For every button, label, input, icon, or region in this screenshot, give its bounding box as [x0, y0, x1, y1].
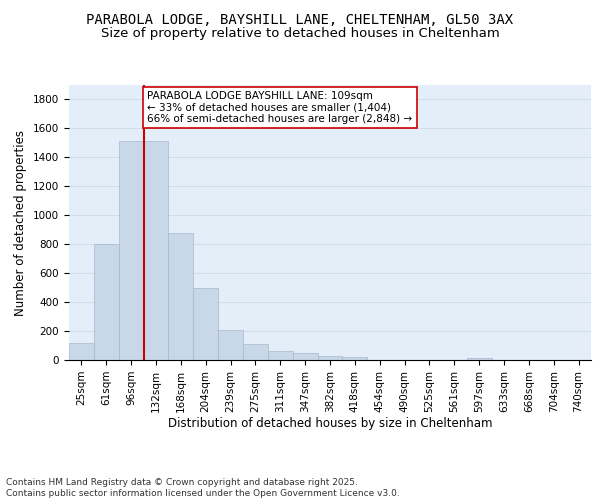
- Bar: [293, 354, 317, 360]
- Bar: [119, 142, 143, 360]
- Bar: [143, 142, 169, 360]
- Text: PARABOLA LODGE, BAYSHILL LANE, CHELTENHAM, GL50 3AX: PARABOLA LODGE, BAYSHILL LANE, CHELTENHA…: [86, 12, 514, 26]
- Bar: [317, 356, 343, 360]
- Bar: [169, 232, 193, 360]
- Bar: [343, 357, 367, 360]
- Bar: [268, 350, 293, 360]
- Text: PARABOLA LODGE BAYSHILL LANE: 109sqm
← 33% of detached houses are smaller (1,404: PARABOLA LODGE BAYSHILL LANE: 109sqm ← 3…: [148, 91, 412, 124]
- Bar: [193, 288, 218, 360]
- Bar: [69, 342, 94, 360]
- Bar: [94, 244, 119, 360]
- Bar: [467, 358, 491, 360]
- Text: Contains HM Land Registry data © Crown copyright and database right 2025.
Contai: Contains HM Land Registry data © Crown c…: [6, 478, 400, 498]
- Bar: [218, 330, 243, 360]
- Text: Size of property relative to detached houses in Cheltenham: Size of property relative to detached ho…: [101, 28, 499, 40]
- X-axis label: Distribution of detached houses by size in Cheltenham: Distribution of detached houses by size …: [168, 418, 492, 430]
- Y-axis label: Number of detached properties: Number of detached properties: [14, 130, 28, 316]
- Bar: [243, 344, 268, 360]
